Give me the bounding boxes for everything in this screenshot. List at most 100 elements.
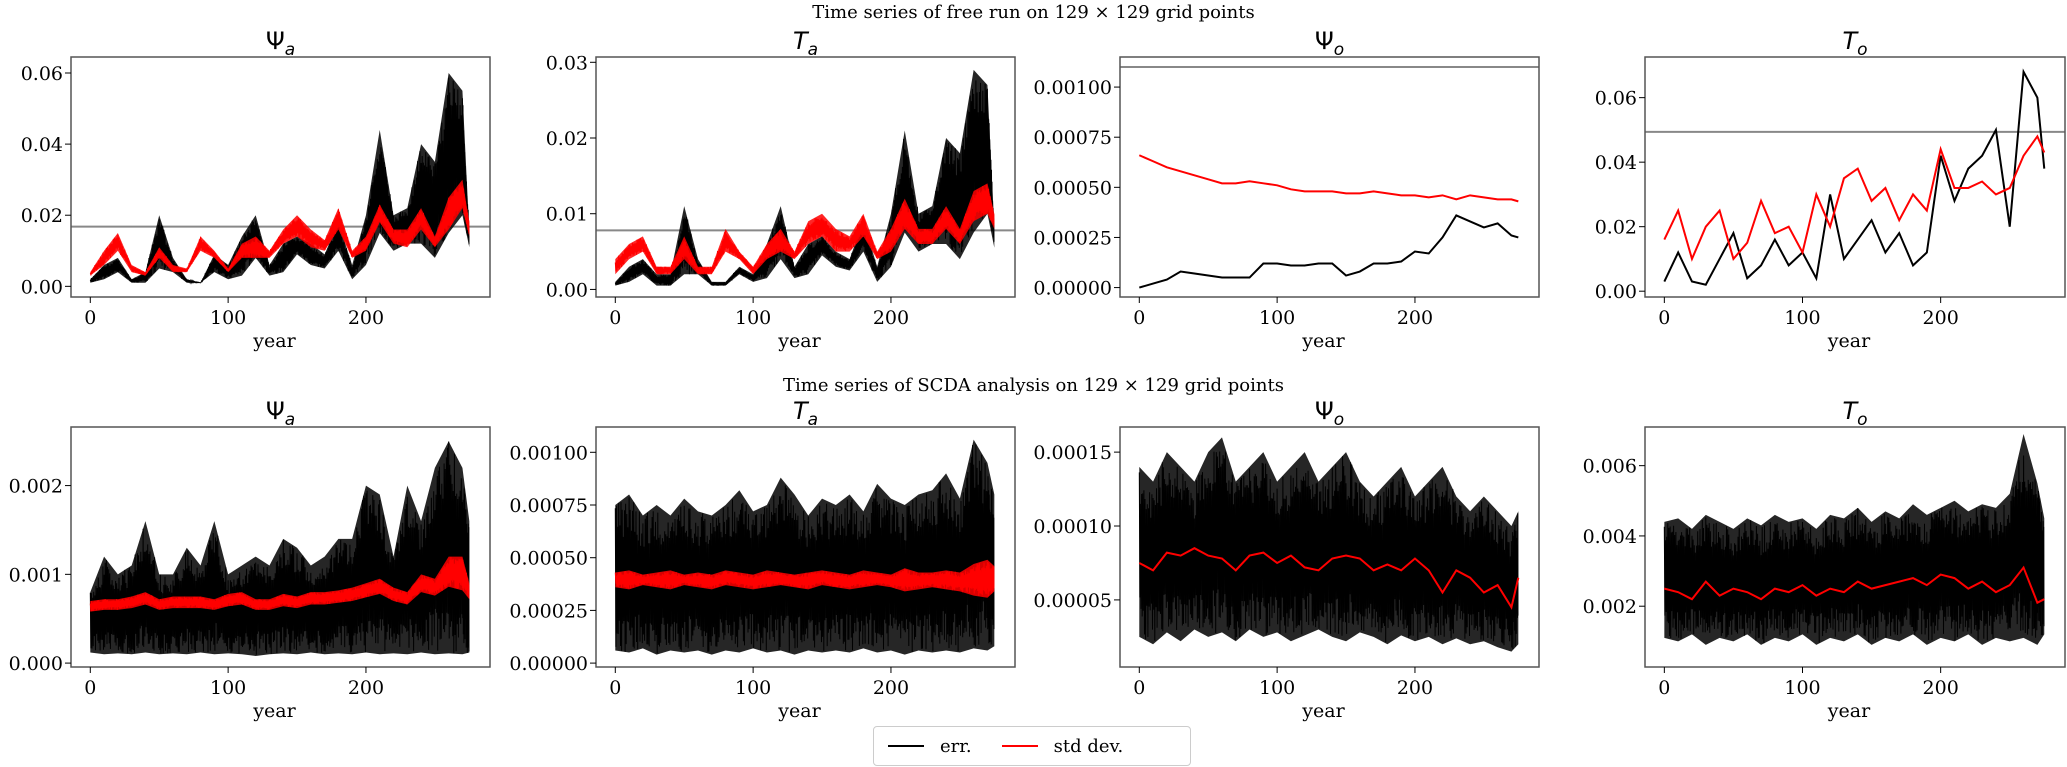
y-tick-label: 0.01 <box>546 204 588 226</box>
x-tick-label: 200 <box>348 677 384 699</box>
y-tick-label: 0.02 <box>21 205 63 227</box>
y-tick-label: 0.00 <box>1595 281 1637 303</box>
x-tick-label: 100 <box>1784 307 1820 329</box>
y-tick-label: 0.00025 <box>1033 227 1112 249</box>
subplot-1-2: 0 100 200 0.00005 0.00010 0.00015 year Ψo <box>1033 397 1540 722</box>
subplot-title: Ψo <box>1315 397 1344 430</box>
y-tick-label: 0.06 <box>21 63 63 85</box>
err-series-line <box>1139 214 1519 289</box>
subplot-title: Ta <box>793 27 818 60</box>
std-series-signal <box>89 184 470 277</box>
x-tick-label: 100 <box>735 677 771 699</box>
std-series-signal <box>89 556 470 612</box>
plot-area <box>614 439 995 655</box>
plot-area <box>1120 66 1539 289</box>
x-tick-label: 0 <box>1658 307 1670 329</box>
title-subscript: a <box>285 410 295 430</box>
x-axis-label: year <box>252 330 296 352</box>
title-symbol: T <box>1842 397 1859 425</box>
x-axis-label: year <box>1827 700 1871 722</box>
std-series-band <box>615 183 995 275</box>
y-tick-label: 0.00025 <box>509 600 588 622</box>
title-symbol: Ψ <box>266 397 285 425</box>
std-series-line <box>1138 154 1519 203</box>
y-tick-label: 0.002 <box>1583 596 1637 618</box>
x-tick-label: 100 <box>1259 307 1295 329</box>
std-series-line <box>1138 547 1520 610</box>
y-tick-label: 0.04 <box>21 134 63 156</box>
plot-area <box>596 69 1015 286</box>
axes-frame <box>1119 56 1540 298</box>
legend-label-std: std dev. <box>1053 735 1124 757</box>
title-symbol: T <box>793 27 810 55</box>
y-tick-label: 0.00010 <box>1033 516 1112 538</box>
legend-swatch-err <box>888 745 924 747</box>
x-tick-label: 0 <box>1658 677 1670 699</box>
y-tick-label: 0.00075 <box>509 495 588 517</box>
title-symbol: T <box>793 397 810 425</box>
x-axis-label: year <box>1301 330 1345 352</box>
x-tick-label: 200 <box>1397 307 1433 329</box>
err-series-line <box>1663 68 2046 286</box>
x-tick-label: 0 <box>1133 307 1145 329</box>
title-symbol: Ψ <box>266 27 285 55</box>
x-tick-label: 200 <box>348 307 384 329</box>
title-subscript: o <box>1334 410 1344 430</box>
x-tick-label: 100 <box>1784 677 1820 699</box>
title-subscript: a <box>285 40 295 60</box>
axes-frame <box>70 426 491 668</box>
x-tick-label: 200 <box>1923 307 1959 329</box>
subplot-title: To <box>1842 27 1867 60</box>
subplot-1-1: 0 100 200 0.00000 0.00025 0.00050 0.00075 0.001… <box>509 397 1016 722</box>
y-tick-label: 0.00075 <box>1033 127 1112 149</box>
legend-item-std: std dev. <box>1001 735 1124 757</box>
plot-area <box>1663 434 2045 645</box>
x-tick-label: 0 <box>1133 677 1145 699</box>
axes-frame <box>1644 56 2066 298</box>
subplot-0-2: 0 100 200 0.00000 0.00025 0.00050 0.00075 0.001… <box>1033 27 1540 352</box>
y-tick-label: 0.00000 <box>1033 278 1112 300</box>
subplot-title: Ψo <box>1315 27 1344 60</box>
x-tick-label: 0 <box>609 307 621 329</box>
y-tick-label: 0.02 <box>1595 217 1637 239</box>
err-series-band <box>90 73 470 283</box>
y-tick-label: 0.00100 <box>1033 77 1112 99</box>
y-tick-label: 0.001 <box>9 564 63 586</box>
subplot-0-1: 0 100 200 0.00 0.01 0.02 0.03 year Ta <box>546 27 1016 352</box>
axes-frame <box>595 426 1016 668</box>
x-tick-label: 200 <box>1397 677 1433 699</box>
y-tick-label: 0.00 <box>546 279 588 301</box>
std-series-signal <box>614 561 995 597</box>
std-series-line <box>1664 565 2045 605</box>
title-subscript: a <box>808 40 818 60</box>
subplot-title: Ψa <box>266 27 295 60</box>
x-tick-label: 200 <box>1923 677 1959 699</box>
y-tick-label: 0.03 <box>546 52 588 74</box>
y-tick-label: 0.04 <box>1595 152 1637 174</box>
y-tick-label: 0.004 <box>1583 526 1637 548</box>
x-tick-label: 200 <box>873 677 909 699</box>
plot-area <box>1138 437 1520 652</box>
x-tick-label: 0 <box>84 307 96 329</box>
err-series-signal <box>1663 455 2045 644</box>
subplot-title: To <box>1842 397 1867 430</box>
y-tick-label: 0.002 <box>9 476 63 498</box>
title-subscript: o <box>1857 40 1867 60</box>
x-tick-label: 0 <box>84 677 96 699</box>
x-tick-label: 100 <box>210 677 246 699</box>
subplot-title: Ta <box>793 397 818 430</box>
legend-item-err: err. <box>888 736 972 757</box>
subplot-0-3: 0 100 200 0.00 0.02 0.04 0.06 year To <box>1595 27 2066 352</box>
err-series-signal <box>1138 451 1519 649</box>
y-tick-label: 0.06 <box>1595 88 1637 110</box>
title-symbol: T <box>1842 27 1859 55</box>
plot-area <box>71 73 490 285</box>
x-axis-label: year <box>777 330 821 352</box>
axes-frame <box>1119 426 1540 668</box>
plot-area <box>1645 68 2065 286</box>
plot-area <box>89 441 470 656</box>
x-tick-label: 0 <box>609 677 621 699</box>
err-series-signal <box>89 441 470 655</box>
legend-swatch-std <box>1001 745 1038 747</box>
